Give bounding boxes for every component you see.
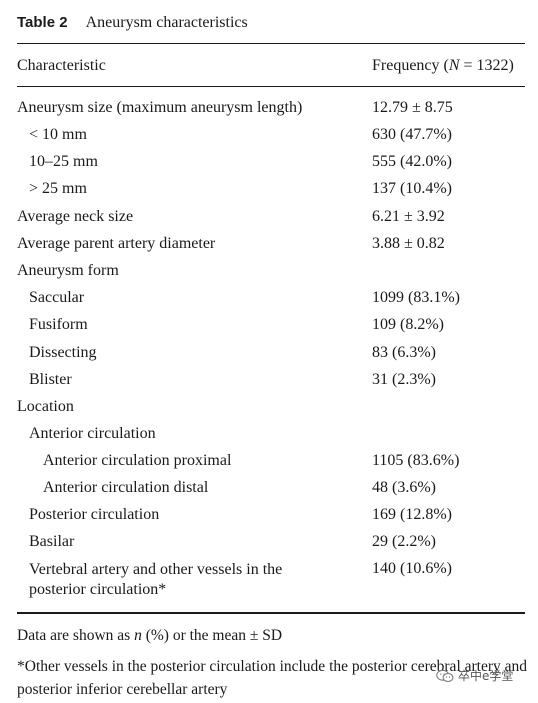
row-value: 1105 (83.6%) <box>372 452 460 469</box>
table-row: Posterior circulation 169 (12.8%) <box>0 506 538 533</box>
row-label: Anterior circulation proximal <box>43 452 232 469</box>
footnote-vessels: *Other vessels in the posterior circulat… <box>17 658 528 698</box>
table-row: Anterior circulation distal 48 (3.6%) <box>0 479 538 506</box>
table-row: Aneurysm form <box>0 262 538 289</box>
row-value: 83 (6.3%) <box>372 344 436 361</box>
table-row: Blister 31 (2.3%) <box>0 371 538 398</box>
row-label: Location <box>17 398 74 415</box>
row-label: Saccular <box>29 289 85 306</box>
wechat-icon <box>436 669 454 682</box>
row-value: 31 (2.3%) <box>372 371 436 388</box>
header-frequency: Frequency (N = 1322) <box>372 57 514 74</box>
row-label: Blister <box>29 371 72 388</box>
row-label: > 25 mm <box>29 180 87 197</box>
table-row: Basilar 29 (2.2%) <box>0 533 538 560</box>
row-label: Basilar <box>29 533 75 550</box>
watermark: 卒中e学堂 <box>436 667 513 684</box>
row-label: Posterior circulation <box>29 506 160 523</box>
row-value: 48 (3.6%) <box>372 479 436 496</box>
table-row: Location <box>0 398 538 425</box>
table-row: Average parent artery diameter 3.88 ± 0.8… <box>0 235 538 262</box>
table-row: Aneurysm size (maximum aneurysm length) 1… <box>0 99 538 126</box>
row-value: 140 (10.6%) <box>372 560 452 577</box>
row-label: Vertebral artery and other vessels in th… <box>29 561 283 598</box>
row-value: 3.88 ± 0.82 <box>372 235 445 252</box>
table-row: Dissecting 83 (6.3%) <box>0 344 538 371</box>
table-title: Aneurysm characteristics <box>85 14 248 31</box>
row-label: Aneurysm size (maximum aneurysm length) <box>17 99 303 116</box>
header-characteristic: Characteristic <box>17 57 106 74</box>
table-row: Saccular 1099 (83.1%) <box>0 289 538 316</box>
row-label: < 10 mm <box>29 126 87 143</box>
table-row: Anterior circulation <box>0 425 538 452</box>
bottom-rule <box>17 612 525 614</box>
table-row: 10–25 mm 555 (42.0%) <box>0 153 538 180</box>
table-row: < 10 mm 630 (47.7%) <box>0 126 538 153</box>
table-row: Vertebral artery and other vessels in th… <box>0 560 538 598</box>
row-label: Average neck size <box>17 208 134 225</box>
table-row: Average neck size 6.21 ± 3.92 <box>0 208 538 235</box>
row-value: 29 (2.2%) <box>372 533 436 550</box>
row-label: Fusiform <box>29 316 88 333</box>
table-number: Table 2 <box>17 14 68 31</box>
row-value: 1099 (83.1%) <box>372 289 460 306</box>
row-value: 630 (47.7%) <box>372 126 452 143</box>
table-row: Anterior circulation proximal 1105 (83.6%… <box>0 452 538 479</box>
row-value: 137 (10.4%) <box>372 180 452 197</box>
row-label: Anterior circulation distal <box>43 479 209 496</box>
row-value: 12.79 ± 8.75 <box>372 99 453 116</box>
watermark-text: 卒中e学堂 <box>458 669 514 683</box>
footnote-stats: Data are shown as n (%) or the mean ± SD <box>17 627 283 644</box>
row-label: Dissecting <box>29 344 97 361</box>
row-label: Average parent artery diameter <box>17 235 216 252</box>
table-row: Fusiform 109 (8.2%) <box>0 316 538 343</box>
table-row: > 25 mm 137 (10.4%) <box>0 180 538 207</box>
row-value: 555 (42.0%) <box>372 153 452 170</box>
table-caption: Table 2 Aneurysm characteristics <box>17 14 248 32</box>
header-rule <box>17 86 525 87</box>
row-value: 169 (12.8%) <box>372 506 452 523</box>
row-value: 6.21 ± 3.92 <box>372 208 445 225</box>
row-label: Anterior circulation <box>29 425 156 442</box>
row-value: 109 (8.2%) <box>372 316 444 333</box>
top-rule <box>17 43 525 44</box>
row-label: 10–25 mm <box>29 153 98 170</box>
row-label: Aneurysm form <box>17 262 119 279</box>
